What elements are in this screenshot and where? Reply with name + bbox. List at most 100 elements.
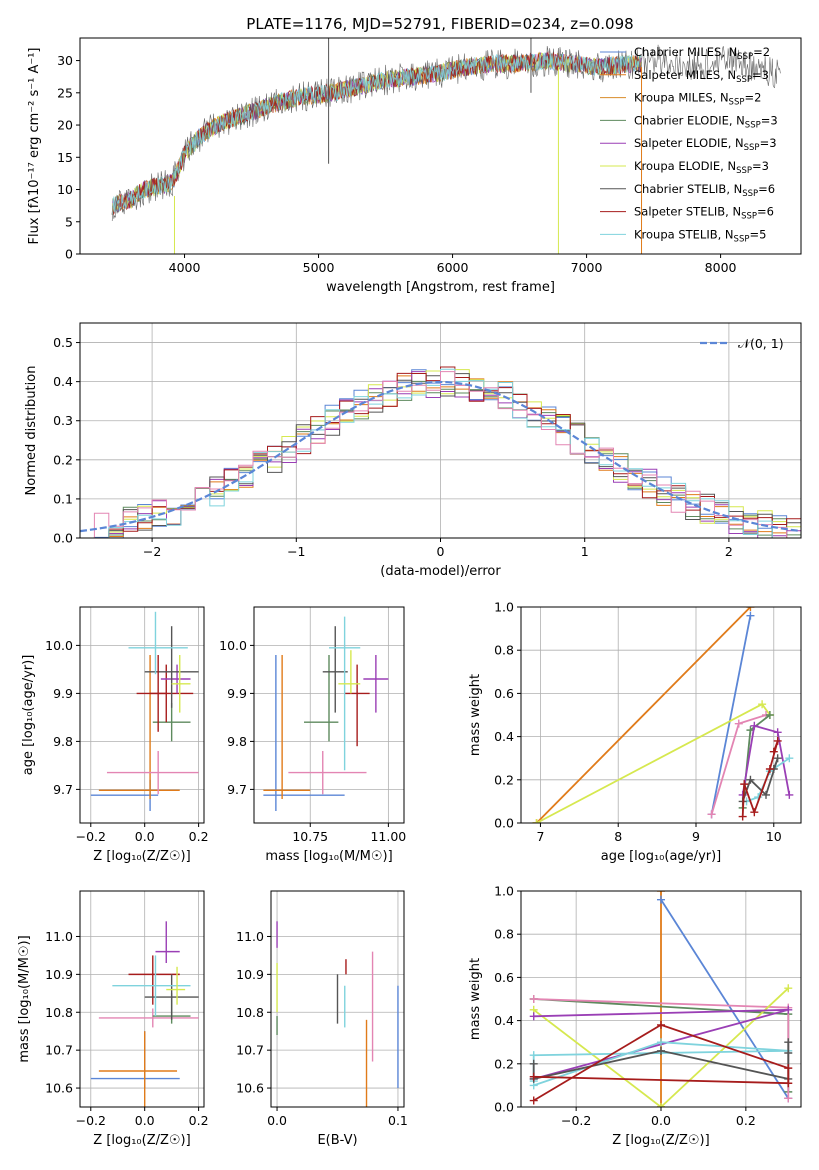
weight-marker — [746, 611, 755, 620]
weight-marker — [657, 1038, 665, 1047]
residual-histogram-chabrier-stelib — [80, 373, 801, 538]
y-axis-label: Normed distribution — [24, 366, 39, 496]
legend-suffix: =5 — [749, 227, 766, 241]
y-tick-label: 11.0 — [236, 929, 264, 944]
y-tick-label: 10.8 — [45, 1005, 73, 1020]
y-tick-label: 10.8 — [236, 1005, 264, 1020]
weight-marker — [758, 700, 767, 709]
weight-marker — [529, 995, 538, 1003]
y-tick-label: 0.0 — [494, 816, 514, 831]
plot-area — [529, 891, 793, 1107]
y-tick-label: 0.0 — [494, 1100, 514, 1115]
plot-area — [532, 607, 794, 823]
x-tick-label: 4000 — [169, 260, 201, 275]
weight-marker — [532, 819, 541, 823]
weight-marker — [657, 891, 665, 895]
weight-marker — [657, 895, 665, 904]
y-tick-label: 9.9 — [227, 686, 247, 701]
legend-subscript: SSP — [737, 52, 753, 62]
weight-marker — [784, 1005, 793, 1014]
weight-vs-metallicity-panel: −0.2 0.0 0.2 0.0 0.2 0.4 0.6 0.8 1.0 Z [log₁₀(Z/Z… — [468, 884, 802, 1148]
x-axis-label: mass [log₁₀(M/M☉)] — [265, 849, 392, 864]
weight-vs-age-panel: 7 8 9 10 0.0 0.2 0.4 0.6 0.8 1.0 age [log₁₀(age/yr… — [468, 600, 802, 864]
legend-suffix: =3 — [752, 68, 769, 82]
x-tick-label: 8000 — [705, 260, 737, 275]
weight-marker — [765, 765, 774, 773]
y-tick-label: 0.2 — [53, 452, 73, 467]
plot-area — [263, 616, 389, 811]
legend-suffix: =2 — [753, 45, 770, 59]
legend-suffix: =3 — [760, 136, 777, 150]
y-tick-label: 0 — [65, 247, 73, 262]
plot-area — [90, 921, 199, 1107]
x-axis-label: Z [log₁₀(Z/Z☉)] — [93, 1133, 190, 1148]
plot-area — [111, 38, 781, 254]
weight-line — [710, 615, 752, 815]
axes-frame — [79, 37, 802, 255]
x-tick-label: 0.2 — [189, 1113, 209, 1128]
legend-entry: Salpeter STELIB, NSSP=6 — [634, 205, 774, 222]
age-vs-mass-panel: 10.75 11.00 9.7 9.8 9.9 10.0 mass [log₁₀(M/M☉)… — [219, 606, 406, 864]
x-tick-label: 0.0 — [267, 1113, 287, 1128]
legend-subscript: SSP — [745, 120, 761, 130]
y-tick-label: 9.7 — [53, 782, 73, 797]
legend-subscript: SSP — [736, 166, 752, 176]
x-tick-label: 1 — [581, 544, 589, 559]
weight-marker — [784, 1049, 793, 1057]
x-tick-label: 11.00 — [370, 829, 406, 844]
y-tick-label: 20 — [57, 118, 73, 133]
weight-marker — [740, 780, 749, 789]
spectrum-line-kroupa-stelib — [111, 52, 642, 215]
x-tick-label: 6000 — [437, 260, 469, 275]
age-vs-metallicity-panel: −0.2 0.0 0.2 9.7 9.8 9.9 10.0 Z [log₁₀(Z/Z☉)] ag… — [21, 606, 209, 864]
legend-entry: Salpeter MILES, NSSP=3 — [634, 68, 769, 85]
y-tick-label: 9.7 — [227, 782, 247, 797]
x-tick-label: 7 — [536, 829, 544, 844]
x-axis-label: Z [log₁₀(Z/Z☉)] — [93, 849, 190, 864]
x-tick-label: −2 — [143, 544, 161, 559]
y-tick-label: 9.8 — [227, 734, 247, 749]
axes-frame — [270, 890, 405, 1108]
y-tick-label: 10.0 — [219, 638, 247, 653]
x-axis-label: wavelength [Angstrom, rest frame] — [326, 280, 555, 295]
x-tick-label: −1 — [287, 544, 305, 559]
x-tick-label: 0.2 — [189, 829, 209, 844]
y-tick-label: 0.1 — [53, 491, 73, 506]
x-tick-label: 8 — [614, 829, 622, 844]
spectrum-line-kroupa-elodie — [111, 52, 642, 215]
weight-line — [533, 987, 789, 1107]
x-axis-label: E(B-V) — [317, 1133, 357, 1148]
y-axis-label: mass weight — [468, 674, 483, 756]
y-axis-label: age [log₁₀(age/yr)] — [21, 655, 36, 776]
axes-frame — [253, 606, 405, 824]
weight-marker — [707, 810, 716, 819]
x-tick-label: 10 — [766, 829, 782, 844]
spectrum-line-salpeter-elodie — [111, 52, 642, 215]
weight-marker — [529, 1012, 538, 1021]
weight-marker — [784, 1094, 793, 1103]
plot-area — [276, 921, 399, 1107]
weight-marker — [746, 775, 755, 784]
y-tick-label: 10.6 — [236, 1081, 264, 1096]
y-tick-label: 0.2 — [494, 1056, 514, 1071]
x-tick-label: 0.0 — [651, 1113, 671, 1128]
weight-marker — [784, 984, 793, 993]
y-tick-label: 10.9 — [236, 967, 264, 982]
normal-curve — [80, 380, 801, 533]
weight-marker — [657, 1046, 665, 1055]
weight-marker — [773, 736, 782, 745]
weight-marker — [529, 1051, 538, 1060]
y-tick-label: 0.3 — [53, 413, 73, 428]
weight-marker — [769, 747, 778, 756]
y-tick-label: 10.0 — [45, 638, 73, 653]
y-tick-label: 9.9 — [53, 686, 73, 701]
y-tick-label: 10.7 — [236, 1043, 264, 1058]
legend-entry: Chabrier STELIB, NSSP=6 — [634, 182, 775, 199]
y-axis-label: mass [log₁₀(M/M☉)] — [17, 935, 32, 1062]
y-tick-label: 10.7 — [45, 1043, 73, 1058]
weight-marker — [785, 754, 794, 763]
weight-marker — [750, 721, 759, 730]
y-axis-label: mass weight — [468, 958, 483, 1040]
weight-marker — [734, 719, 743, 728]
